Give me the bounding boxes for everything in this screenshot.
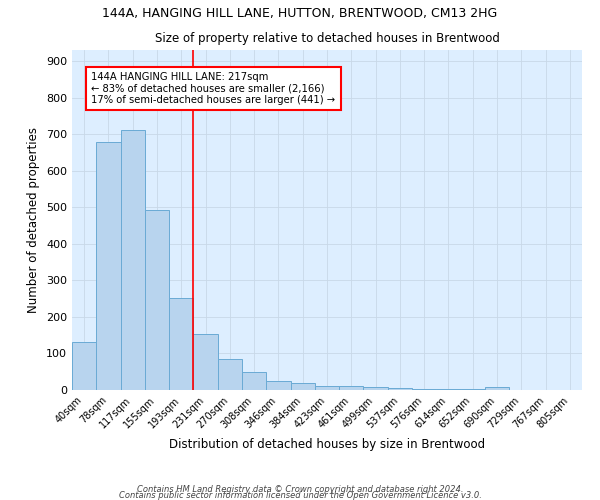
X-axis label: Distribution of detached houses by size in Brentwood: Distribution of detached houses by size … — [169, 438, 485, 451]
Bar — [72, 342, 96, 390]
Bar — [315, 386, 339, 390]
Text: 144A, HANGING HILL LANE, HUTTON, BRENTWOOD, CM13 2HG: 144A, HANGING HILL LANE, HUTTON, BRENTWO… — [103, 8, 497, 20]
Text: 144A HANGING HILL LANE: 217sqm
← 83% of detached houses are smaller (2,166)
17% : 144A HANGING HILL LANE: 217sqm ← 83% of … — [91, 72, 335, 105]
Bar — [388, 388, 412, 390]
Bar — [290, 382, 315, 390]
Bar — [485, 387, 509, 390]
Bar — [169, 298, 193, 390]
Bar — [218, 360, 242, 390]
Bar — [96, 142, 121, 390]
Title: Size of property relative to detached houses in Brentwood: Size of property relative to detached ho… — [155, 32, 499, 44]
Bar — [412, 389, 436, 390]
Text: Contains HM Land Registry data © Crown copyright and database right 2024.: Contains HM Land Registry data © Crown c… — [137, 484, 463, 494]
Bar — [436, 389, 461, 390]
Bar — [121, 130, 145, 390]
Bar — [193, 334, 218, 390]
Bar — [339, 386, 364, 390]
Y-axis label: Number of detached properties: Number of detached properties — [28, 127, 40, 313]
Text: Contains public sector information licensed under the Open Government Licence v3: Contains public sector information licen… — [119, 490, 481, 500]
Bar — [266, 381, 290, 390]
Bar — [242, 372, 266, 390]
Bar — [145, 210, 169, 390]
Bar — [364, 387, 388, 390]
